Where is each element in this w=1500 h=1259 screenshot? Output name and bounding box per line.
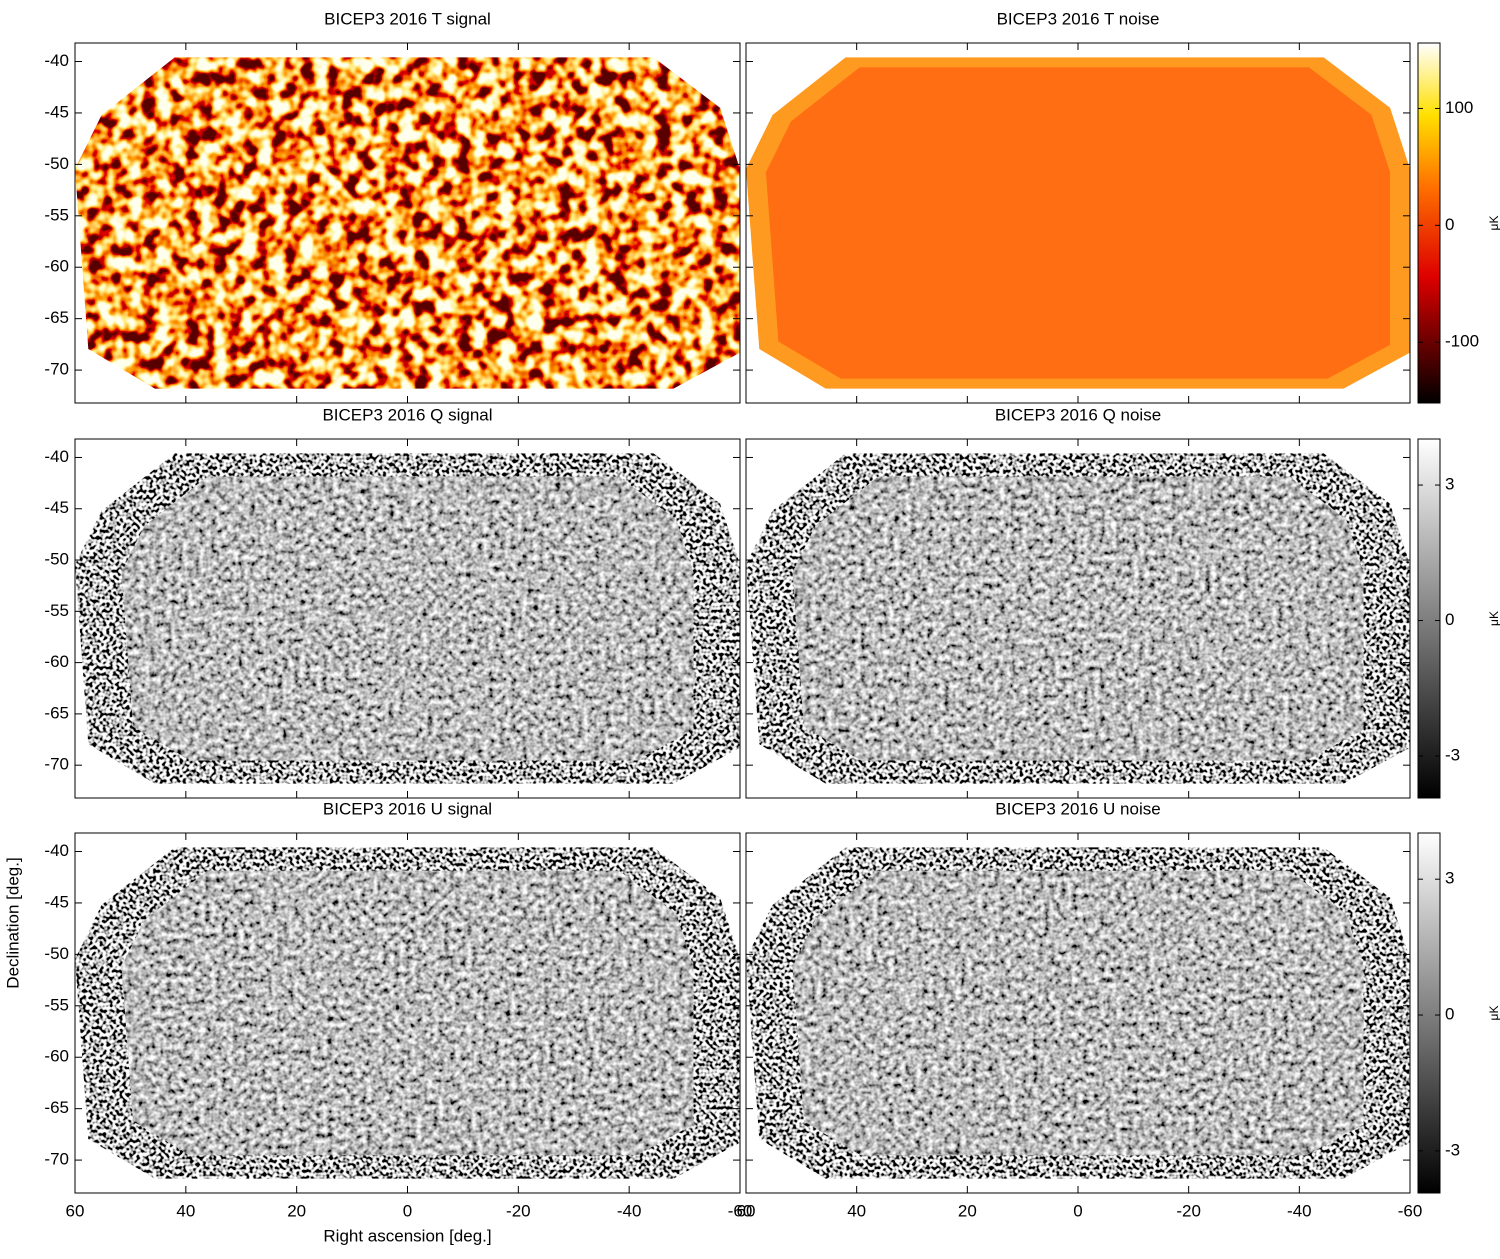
y-tick-label: -50: [44, 550, 69, 569]
colorbar-tick-label: 3: [1445, 869, 1454, 888]
x-tick-label: -20: [1176, 1201, 1201, 1220]
panel-title: BICEP3 2016 U signal: [323, 799, 492, 818]
panel-title: BICEP3 2016 Q noise: [995, 405, 1161, 424]
colorbar-tick-label: 0: [1445, 610, 1454, 629]
x-tick-label: 40: [847, 1201, 866, 1220]
y-tick-label: -50: [44, 944, 69, 963]
map-image: [765, 67, 1391, 379]
colorbar-tick-label: -3: [1445, 1140, 1460, 1159]
x-tick-label: -60: [728, 1201, 753, 1220]
y-tick-label: -55: [44, 205, 69, 224]
map-image: [121, 476, 694, 761]
y-tick-label: -50: [44, 154, 69, 173]
y-tick-label: -60: [44, 257, 69, 276]
y-tick-label: -60: [44, 1047, 69, 1066]
colorbar-tick-label: 3: [1445, 475, 1454, 494]
y-tick-label: -65: [44, 703, 69, 722]
map: [75, 453, 740, 784]
panel-title: BICEP3 2016 U noise: [995, 799, 1160, 818]
colorbar: [1417, 42, 1441, 404]
colorbar-tick-label: 100: [1445, 98, 1473, 117]
x-tick-label: -20: [506, 1201, 531, 1220]
y-tick-label: -70: [44, 755, 69, 774]
map-image: [75, 57, 740, 389]
x-tick-label: 40: [176, 1201, 195, 1220]
y-tick-label: -70: [44, 1150, 69, 1169]
x-tick-label: -40: [1287, 1201, 1312, 1220]
map-image: [792, 476, 1364, 761]
panel-title: BICEP3 2016 T signal: [324, 9, 491, 28]
x-tick-label: 60: [737, 1201, 756, 1220]
map-image: [792, 870, 1364, 1156]
colorbar-tick-label: -3: [1445, 745, 1460, 764]
y-tick-label: -55: [44, 995, 69, 1014]
colorbar-tick-label: 0: [1445, 215, 1454, 234]
y-tick-label: -45: [44, 102, 69, 121]
x-tick-label: -60: [1398, 1201, 1423, 1220]
y-tick-label: -40: [44, 51, 69, 70]
x-axis-label: Right ascension [deg.]: [323, 1226, 491, 1245]
panel-title: BICEP3 2016 Q signal: [322, 405, 492, 424]
map: [746, 847, 1410, 1179]
y-tick-label: -60: [44, 652, 69, 671]
x-tick-label: 0: [1073, 1201, 1082, 1220]
colorbar-tick-label: -100: [1445, 332, 1479, 351]
y-tick-label: -70: [44, 360, 69, 379]
x-tick-label: -40: [617, 1201, 642, 1220]
y-tick-label: -65: [44, 308, 69, 327]
y-axis-label: Declination [deg.]: [3, 857, 22, 988]
x-tick-label: 20: [287, 1201, 306, 1220]
map: [75, 57, 740, 389]
colorbar: [1417, 438, 1441, 799]
map: [746, 453, 1410, 784]
colorbar-label: μK: [1487, 611, 1500, 626]
x-tick-label: 60: [66, 1201, 85, 1220]
x-tick-label: 0: [403, 1201, 412, 1220]
y-tick-label: -40: [44, 841, 69, 860]
y-tick-label: -55: [44, 601, 69, 620]
map: [746, 57, 1410, 389]
colorbar-tick-label: 0: [1445, 1005, 1454, 1024]
y-tick-label: -45: [44, 498, 69, 517]
y-tick-label: -65: [44, 1098, 69, 1117]
x-tick-label: 20: [958, 1201, 977, 1220]
colorbar-label: μK: [1487, 1006, 1500, 1021]
panel-title: BICEP3 2016 T noise: [997, 9, 1160, 28]
map-image: [121, 870, 694, 1156]
map: [75, 847, 740, 1179]
colorbar-label: μK: [1487, 216, 1500, 231]
colorbar: [1417, 832, 1441, 1194]
y-tick-label: -45: [44, 892, 69, 911]
y-tick-label: -40: [44, 447, 69, 466]
